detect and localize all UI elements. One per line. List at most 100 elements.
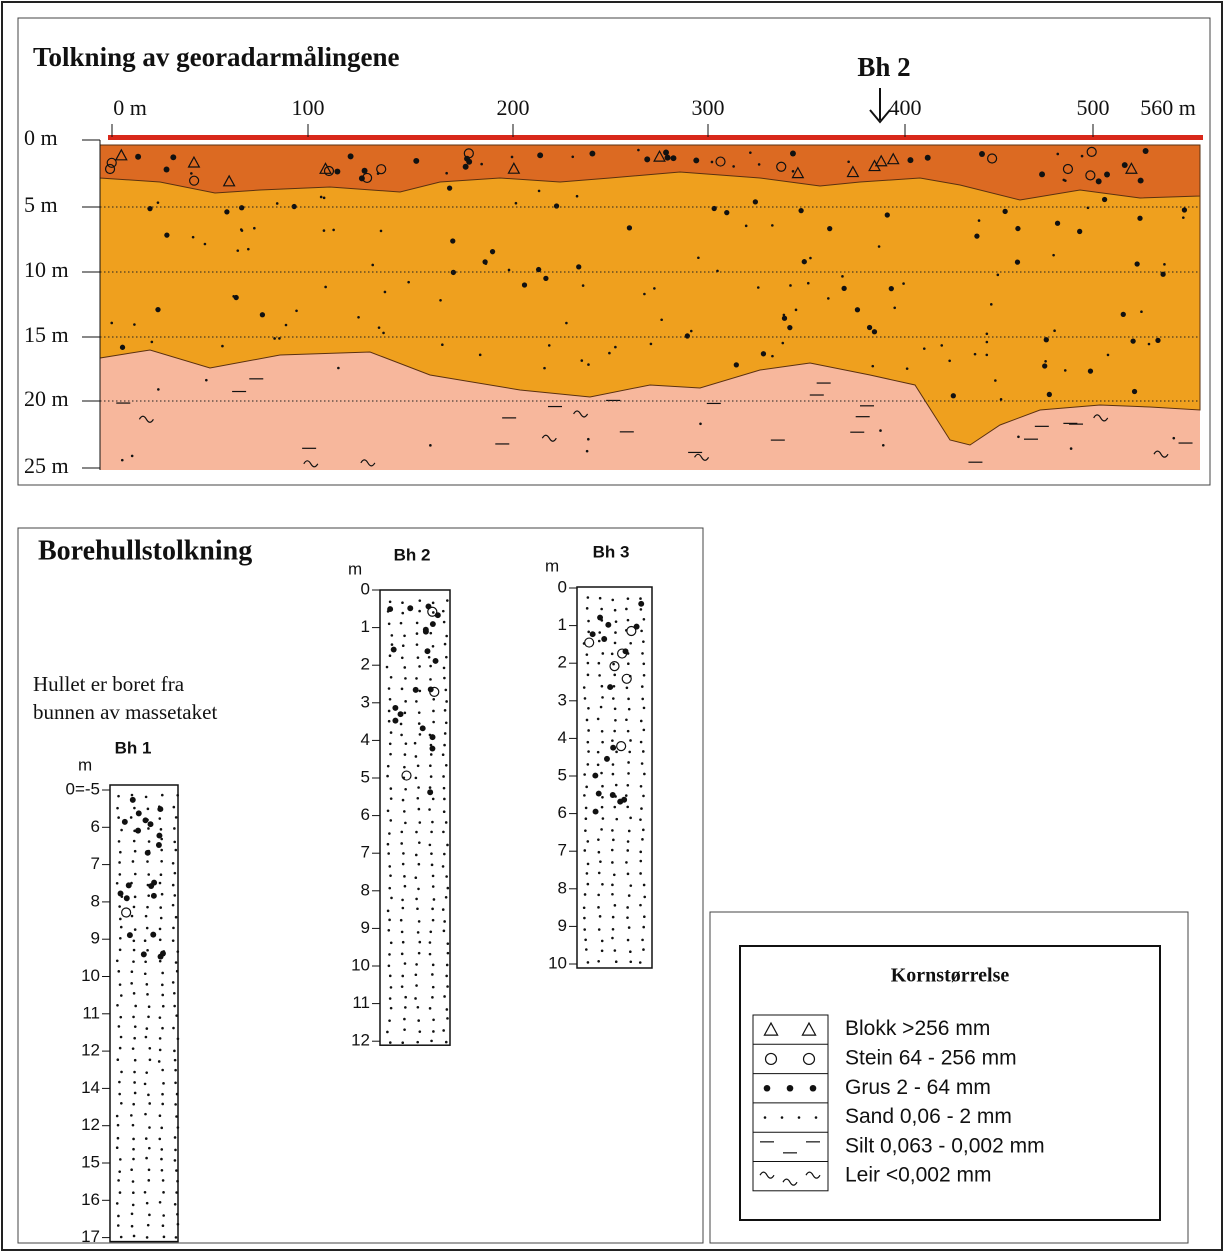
symbol-sand [641,698,644,701]
symbol-sand [173,992,176,995]
symbol-sand [639,961,642,964]
symbol-sand [615,784,618,787]
symbol-sand [404,822,407,825]
symbol-sand [641,762,644,765]
symbol-gravel [596,791,602,797]
symbol-sand [598,872,601,875]
symbol-sand [597,906,600,909]
symbol-sand [597,763,600,766]
symbol-sand [584,893,587,896]
borehole-depth-label: 0 [558,577,567,596]
symbol-sand [119,918,122,921]
symbol-sand [639,872,642,875]
symbol-sand [614,642,617,645]
symbol-sand [134,1059,137,1062]
symbol-sand [320,196,323,199]
symbol-sand [405,742,408,745]
borehole-depth-label: 3 [558,690,567,709]
symbol-sand [893,306,896,309]
symbol-sand [827,297,830,300]
symbol-sand [990,303,993,306]
symbol-sand [400,723,403,726]
symbol-sand [390,787,393,790]
symbol-sand [400,734,403,737]
symbol-sand [175,961,178,964]
symbol-sand [1056,153,1059,156]
symbol-sand [429,931,432,934]
symbol-sand [627,840,630,843]
symbol-sand [415,831,418,834]
symbol-sand [587,729,590,732]
symbol-gravel [148,821,154,827]
symbol-sand [587,662,590,665]
borehole-name: Bh 3 [593,542,630,561]
symbol-gravel [536,267,541,272]
legend-item: Leir <0,002 mm [845,1164,992,1187]
borehole-depth-label: 5 [361,767,370,786]
symbol-sand [161,1169,164,1172]
symbol-sand [758,163,761,166]
borehole-depth-label: 1 [361,617,370,636]
symbol-sand [388,832,391,835]
symbol-sand [146,860,149,863]
symbol-sand [985,354,988,357]
symbol-gravel [170,154,176,160]
symbol-sand [1053,329,1056,332]
symbol-sand [443,930,446,933]
symbol-sand [641,939,644,942]
symbol-gravel [155,307,160,312]
symbol-sand [134,1025,137,1028]
symbol-gravel [543,276,548,281]
symbol-sand [418,610,421,613]
symbol-sand [429,632,432,635]
symbol-sand [906,367,909,370]
symbol-sand [615,751,618,754]
symbol-sand [162,1179,165,1182]
symbol-sand [417,764,420,767]
symbol-sand [444,732,447,735]
symbol-sand [132,1138,135,1141]
symbol-sand [432,885,435,888]
symbol-sand [134,928,137,931]
symbol-sand [627,772,630,775]
symbol-sand [598,928,601,931]
symbol-sand [614,346,617,349]
symbol-sand [442,908,445,911]
symbol-sand [415,973,418,976]
symbol-gravel [348,153,354,159]
symbol-sand [390,797,393,800]
symbol-sand [133,807,136,810]
symbol-sand [404,996,407,999]
symbol-gravel [872,329,877,334]
symbol-sand [445,975,448,978]
symbol-sand [598,674,601,677]
symbol-sand [587,961,590,964]
symbol-sand [148,1126,151,1129]
symbol-sand [639,851,642,854]
symbol-sand [384,291,387,294]
symbol-sand [611,849,614,852]
symbol-gravel [1096,178,1102,184]
symbol-sand [145,1071,148,1074]
symbol-sand [157,388,160,391]
symbol-sand [923,347,926,350]
symbol-gravel [420,725,426,731]
profile-line [108,135,1203,140]
symbol-sand [404,788,407,791]
legend-item: Grus 2 - 64 mm [845,1076,991,1099]
symbol-sand [627,662,630,665]
symbol-sand [429,1007,432,1010]
symbol-sand [391,634,394,637]
symbol-sand [629,642,632,645]
symbol-sand [401,953,404,956]
symbol-sand [146,1027,149,1030]
symbol-gravel [1130,338,1135,343]
symbol-sand [430,852,433,855]
borehole-depth-label: 10 [548,953,567,972]
symbol-sand [175,1169,178,1172]
symbol-sand [147,873,150,876]
symbol-gravel [907,157,913,163]
symbol-sand [614,904,617,907]
symbol-sand [640,720,643,723]
symbol-sand [611,884,614,887]
